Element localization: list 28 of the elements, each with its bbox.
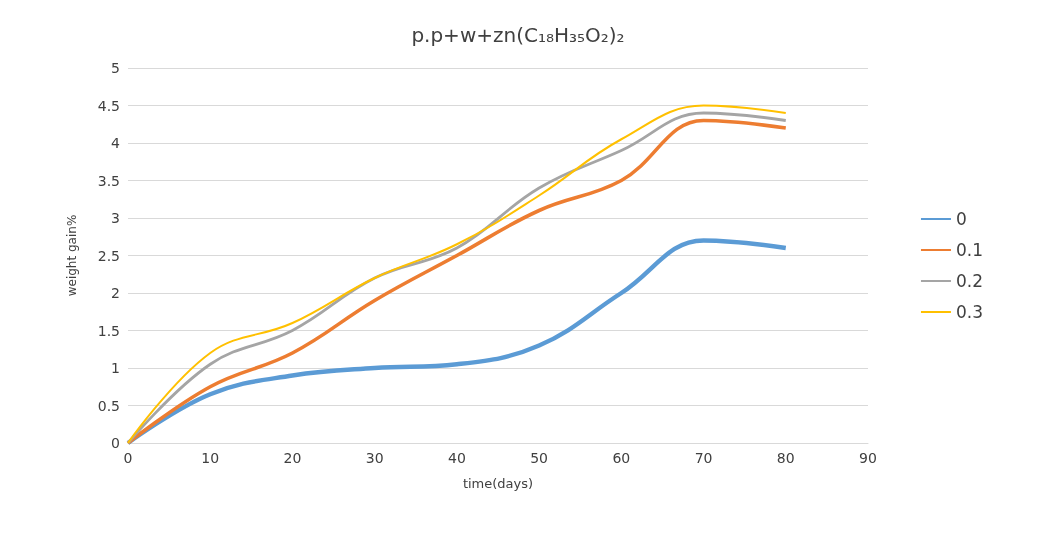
y-tick-label: 2: [111, 285, 120, 301]
x-tick-label: 50: [530, 450, 549, 466]
y-axis-title: weight gain%: [65, 214, 79, 297]
y-tick-label: 0: [111, 435, 120, 451]
x-tick-label: 40: [447, 450, 466, 466]
y-tick-label: 4: [111, 135, 121, 151]
y-tick-label: 0.5: [97, 397, 120, 414]
x-axis-title: time(days): [462, 476, 534, 491]
y-tick-label: 2.5: [97, 247, 120, 264]
legend-label: 0.2: [955, 271, 984, 291]
legend-label: 0.3: [955, 302, 984, 322]
y-tick-label: 4.5: [97, 97, 120, 114]
x-tick-label: 0: [123, 450, 133, 466]
x-tick-label: 20: [283, 450, 302, 466]
y-tick-label: 3.5: [97, 172, 120, 189]
y-tick-label: 5: [111, 60, 120, 76]
x-tick-label: 70: [694, 450, 713, 466]
y-tick-label: 1.5: [97, 322, 120, 339]
legend-label: 0: [955, 209, 967, 229]
x-tick-label: 90: [859, 450, 877, 466]
y-tick-label: 3: [111, 210, 120, 226]
x-tick-label: 60: [612, 450, 631, 466]
legend-label: 0.1: [955, 240, 984, 260]
y-tick-label: 1: [111, 360, 120, 376]
x-tick-label: 10: [201, 450, 220, 466]
x-tick-label: 80: [776, 450, 795, 466]
x-tick-label: 30: [365, 450, 384, 466]
chart-title: p.p+w+zn(C₁₈H₃₅O₂)₂: [411, 23, 625, 47]
